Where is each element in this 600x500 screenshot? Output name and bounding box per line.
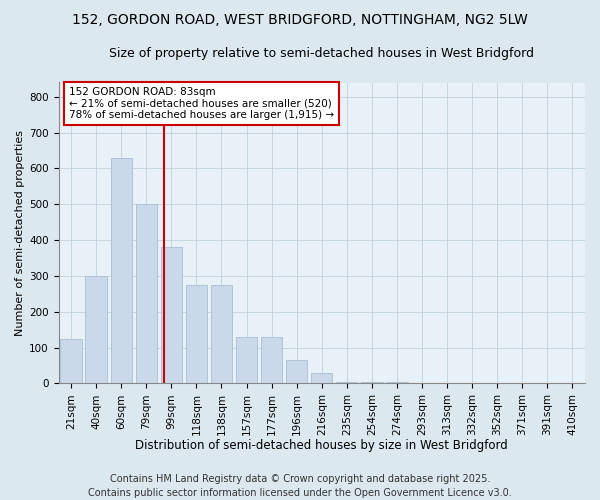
Bar bbox=[161, 248, 182, 384]
Bar bbox=[562, 383, 583, 384]
Bar bbox=[361, 382, 383, 384]
Bar bbox=[110, 158, 132, 384]
Bar bbox=[236, 337, 257, 384]
Title: Size of property relative to semi-detached houses in West Bridgford: Size of property relative to semi-detach… bbox=[109, 48, 534, 60]
Text: 152 GORDON ROAD: 83sqm
← 21% of semi-detached houses are smaller (520)
78% of se: 152 GORDON ROAD: 83sqm ← 21% of semi-det… bbox=[69, 87, 334, 120]
Bar bbox=[461, 383, 483, 384]
Bar bbox=[286, 360, 307, 384]
Y-axis label: Number of semi-detached properties: Number of semi-detached properties bbox=[15, 130, 25, 336]
Text: 152, GORDON ROAD, WEST BRIDGFORD, NOTTINGHAM, NG2 5LW: 152, GORDON ROAD, WEST BRIDGFORD, NOTTIN… bbox=[72, 12, 528, 26]
Bar bbox=[61, 338, 82, 384]
Bar bbox=[311, 372, 332, 384]
Text: Contains HM Land Registry data © Crown copyright and database right 2025.
Contai: Contains HM Land Registry data © Crown c… bbox=[88, 474, 512, 498]
Bar bbox=[136, 204, 157, 384]
Bar bbox=[386, 382, 407, 384]
Bar bbox=[436, 383, 458, 384]
Bar bbox=[336, 382, 358, 384]
Bar bbox=[512, 383, 533, 384]
X-axis label: Distribution of semi-detached houses by size in West Bridgford: Distribution of semi-detached houses by … bbox=[136, 440, 508, 452]
Bar bbox=[211, 285, 232, 384]
Bar bbox=[412, 383, 433, 384]
Bar bbox=[186, 285, 207, 384]
Bar bbox=[261, 337, 282, 384]
Bar bbox=[537, 383, 558, 384]
Bar bbox=[487, 383, 508, 384]
Bar bbox=[85, 276, 107, 384]
